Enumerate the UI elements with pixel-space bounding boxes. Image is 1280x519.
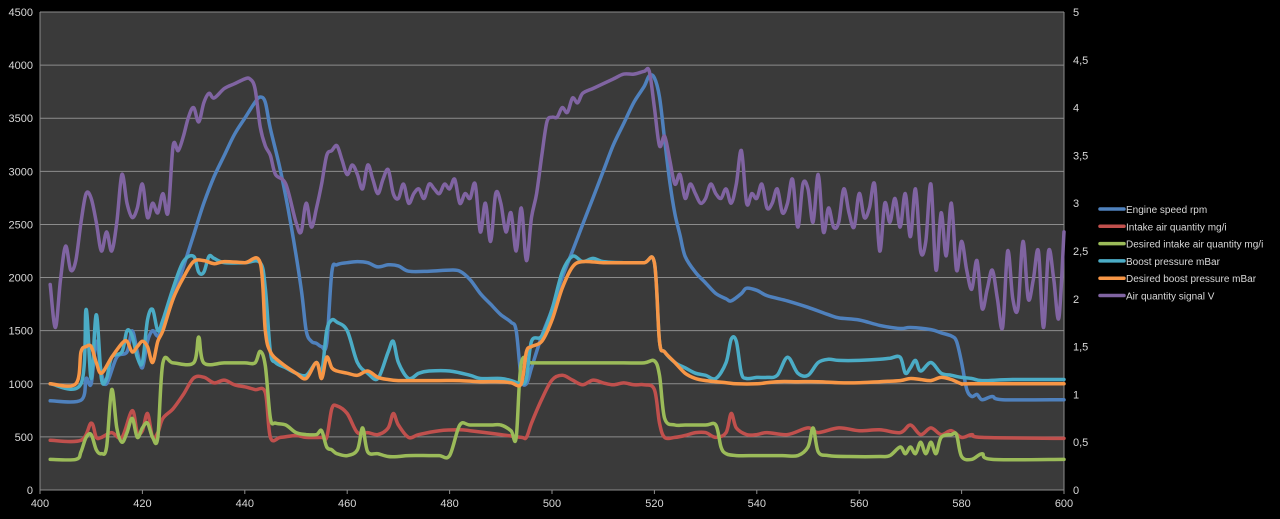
y-left-tick-label: 500 [15, 432, 33, 444]
y-right-tick-label: 4,5 [1073, 55, 1088, 67]
y-right-tick-label: 3,5 [1073, 150, 1088, 162]
x-tick-label: 520 [645, 498, 663, 510]
x-tick-label: 440 [236, 498, 254, 510]
x-tick-label: 580 [952, 498, 970, 510]
y-right-tick-label: 4 [1073, 103, 1079, 115]
series-line-boost-pressure-mbar [48, 253, 1066, 391]
series-line-desired-boost-pressure-mbar [48, 255, 1066, 388]
y-right-tick-label: 0,5 [1073, 437, 1088, 449]
y-left-tick-label: 1000 [9, 379, 33, 391]
y-left-tick-label: 0 [27, 485, 33, 497]
y-right-tick-label: 0 [1073, 485, 1079, 497]
x-tick-label: 400 [31, 498, 49, 510]
y-right-tick-label: 3 [1073, 198, 1079, 210]
series-line-desired-intake-air-quantity-mg-i [48, 335, 1066, 462]
plot-area [40, 12, 1064, 490]
y-right-tick-label: 1,5 [1073, 342, 1088, 354]
legend-label-boost-pressure-mbar: Boost pressure mBar [1126, 257, 1221, 268]
y-left-tick-label: 2000 [9, 273, 33, 285]
y-left-tick-label: 3500 [9, 113, 33, 125]
legend-label-desired-boost-pressure-mbar: Desired boost pressure mBar [1126, 274, 1257, 285]
legend-label-intake-air-quantity-mg-i: Intake air quantity mg/i [1126, 222, 1227, 233]
legend: Engine speed rpm Intake air quantity mg/i… [1098, 205, 1263, 303]
x-axis-ticks: 400 420 440 460 480 500 520 540 560 580 600 [31, 490, 1073, 510]
y-right-tick-label: 5 [1073, 7, 1079, 19]
y-right-tick-label: 2,5 [1073, 246, 1088, 258]
series-line-intake-air-quantity-mg-i [48, 373, 1066, 444]
x-tick-label: 460 [338, 498, 356, 510]
gridlines [39, 11, 1065, 491]
x-tick-label: 600 [1055, 498, 1073, 510]
y-axis-right-ticks: 0 0,5 1 1,5 2 2,5 3 3,5 4 4,5 5 [1073, 7, 1088, 497]
x-tick-label: 560 [850, 498, 868, 510]
legend-label-desired-intake-air-quantity-mg-i: Desired intake air quantity mg/i [1126, 240, 1263, 251]
y-right-tick-label: 1 [1073, 389, 1079, 401]
legend-label-air-quantity-signal-v: Air quantity signal V [1126, 292, 1215, 303]
y-left-tick-label: 2500 [9, 219, 33, 231]
y-left-tick-label: 4500 [9, 7, 33, 19]
y-left-tick-label: 3000 [9, 166, 33, 178]
legend-label-engine-speed-rpm: Engine speed rpm [1126, 205, 1207, 216]
y-left-tick-label: 4000 [9, 60, 33, 72]
y-axis-left-ticks: 0 500 1000 1500 2000 2500 3000 3500 4000 4500 [9, 7, 33, 497]
x-tick-label: 480 [440, 498, 458, 510]
x-tick-label: 420 [133, 498, 151, 510]
y-left-tick-label: 1500 [9, 326, 33, 338]
y-right-tick-label: 2 [1073, 294, 1079, 306]
series-lines [48, 66, 1066, 462]
x-tick-label: 540 [748, 498, 766, 510]
series-line-air-quantity-signal-v [48, 66, 1066, 331]
x-tick-label: 500 [543, 498, 561, 510]
